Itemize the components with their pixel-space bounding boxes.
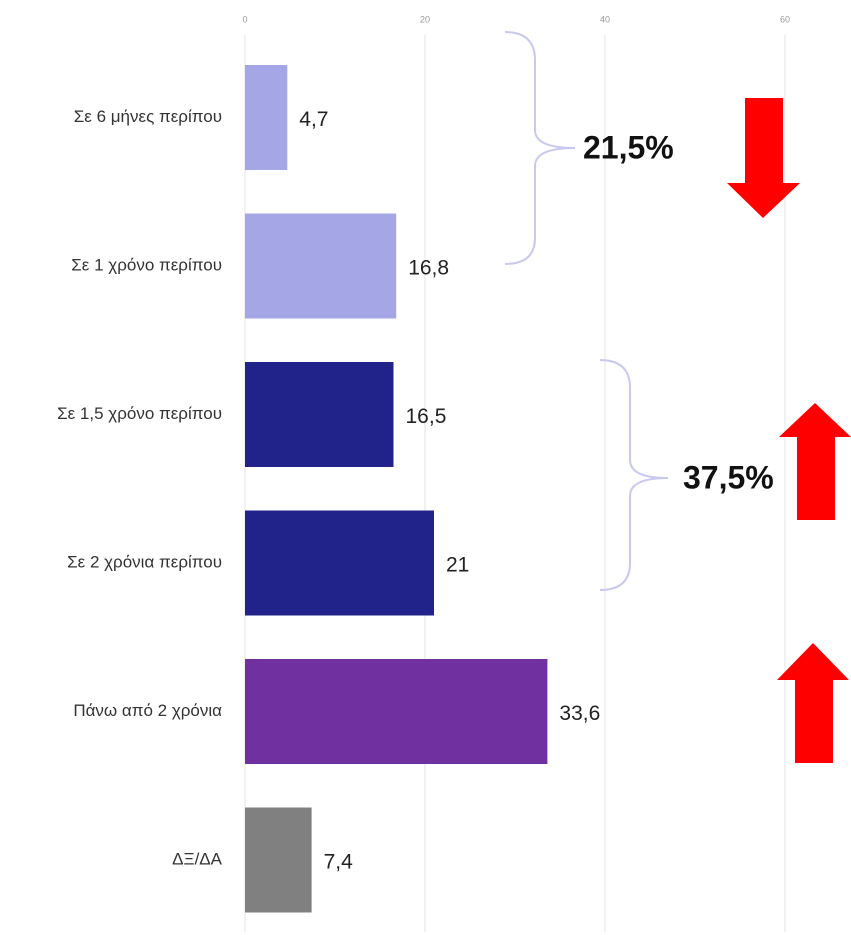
category-label: Σε 2 χρόνια περίπου [67, 552, 222, 571]
annotation: 37,5% [683, 459, 774, 495]
value-label: 16,8 [408, 257, 449, 280]
x-tick-label: 40 [600, 14, 610, 24]
bar [245, 807, 312, 913]
x-tick-label: 0 [242, 14, 247, 24]
value-label: 4,7 [299, 108, 328, 131]
bracket [504, 31, 576, 265]
down-arrow [727, 98, 800, 218]
category-label: ΔΞ/ΔΑ [172, 849, 222, 868]
bracket [599, 359, 669, 591]
category-label: Σε 1,5 χρόνο περίπου [57, 404, 222, 423]
x-tick-label: 20 [420, 14, 430, 24]
category-label: Πάνω από 2 χρόνια [73, 701, 222, 720]
bar [245, 65, 288, 170]
bar [245, 659, 548, 764]
value-label: 21 [446, 554, 469, 577]
value-label: 33,6 [559, 702, 600, 725]
category-label: Σε 1 χρόνο περίπου [71, 255, 222, 274]
category-label: Σε 6 μήνες περίπου [74, 107, 222, 126]
bar [245, 510, 434, 616]
value-label: 16,5 [406, 405, 447, 428]
annotation: 21,5% [583, 129, 674, 165]
value-label: 7,4 [324, 851, 354, 874]
x-tick-label: 60 [780, 14, 790, 24]
bar [245, 213, 397, 319]
up-arrow [779, 403, 851, 520]
bar [245, 362, 394, 467]
up-arrow [777, 643, 849, 763]
